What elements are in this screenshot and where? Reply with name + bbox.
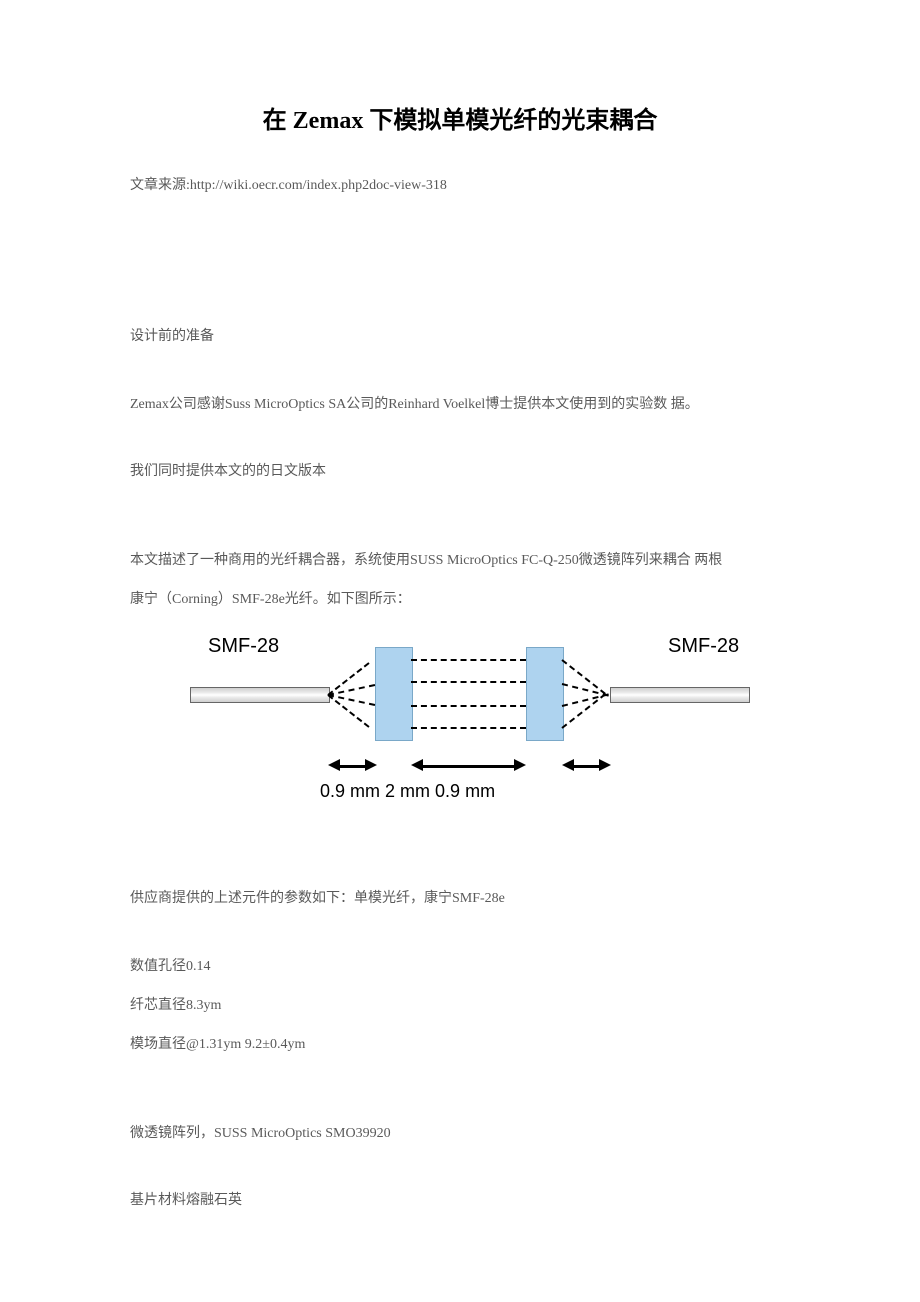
dimension-labels: 0.9 mm 2 mm 0.9 mm	[320, 781, 495, 802]
ray	[411, 659, 526, 661]
dim-mid: 2 mm	[385, 781, 430, 801]
fiber-left	[190, 687, 330, 703]
fiber-right	[610, 687, 750, 703]
ray	[411, 705, 526, 707]
spec-na: 数值孔径0.14	[130, 947, 790, 986]
document-page: 在 Zemax 下模拟单模光纤的光束耦合 文章来源:http://wiki.oe…	[0, 0, 920, 1300]
lens-1	[375, 647, 413, 741]
fiber-label-right: SMF-28	[668, 635, 739, 658]
prep-heading: 设计前的准备	[130, 317, 790, 356]
para-supplier: 供应商提供的上述元件的参数如下：单模光纤，康宁SMF-28e	[130, 879, 790, 918]
source-url: http://wiki.oecr.com/index.php2doc-view-…	[190, 178, 447, 193]
para-thanks: Zemax公司感谢Suss MicroOptics SA公司的Reinhard …	[130, 385, 790, 424]
fiber-label-left: SMF-28	[208, 635, 279, 658]
dim-right: 0.9 mm	[435, 781, 495, 801]
source-prefix: 文章来源:	[130, 178, 190, 193]
spec-array: 微透镜阵列，SUSS MicroOptics SMO39920	[130, 1114, 790, 1153]
source-line: 文章来源:http://wiki.oecr.com/index.php2doc-…	[130, 175, 790, 197]
page-title: 在 Zemax 下模拟单模光纤的光束耦合	[130, 100, 790, 135]
coupler-diagram: SMF-28 SMF-28	[190, 629, 790, 809]
para-desc-2: 康宁（Corning）SMF-28e光纤。如下图所示：	[130, 580, 790, 619]
para-japanese: 我们同时提供本文的的日文版本	[130, 452, 790, 491]
spec-substrate: 基片材料熔融石英	[130, 1181, 790, 1220]
ray	[411, 681, 526, 683]
spec-mfd: 模场直径@1.31ym 9.2±0.4ym	[130, 1025, 790, 1064]
ray	[411, 727, 526, 729]
spec-core: 纤芯直径8.3ym	[130, 986, 790, 1025]
lens-2	[526, 647, 564, 741]
dim-left: 0.9 mm	[320, 781, 380, 801]
para-desc-1: 本文描述了一种商用的光纤耦合器，系统使用SUSS MicroOptics FC-…	[130, 541, 790, 580]
